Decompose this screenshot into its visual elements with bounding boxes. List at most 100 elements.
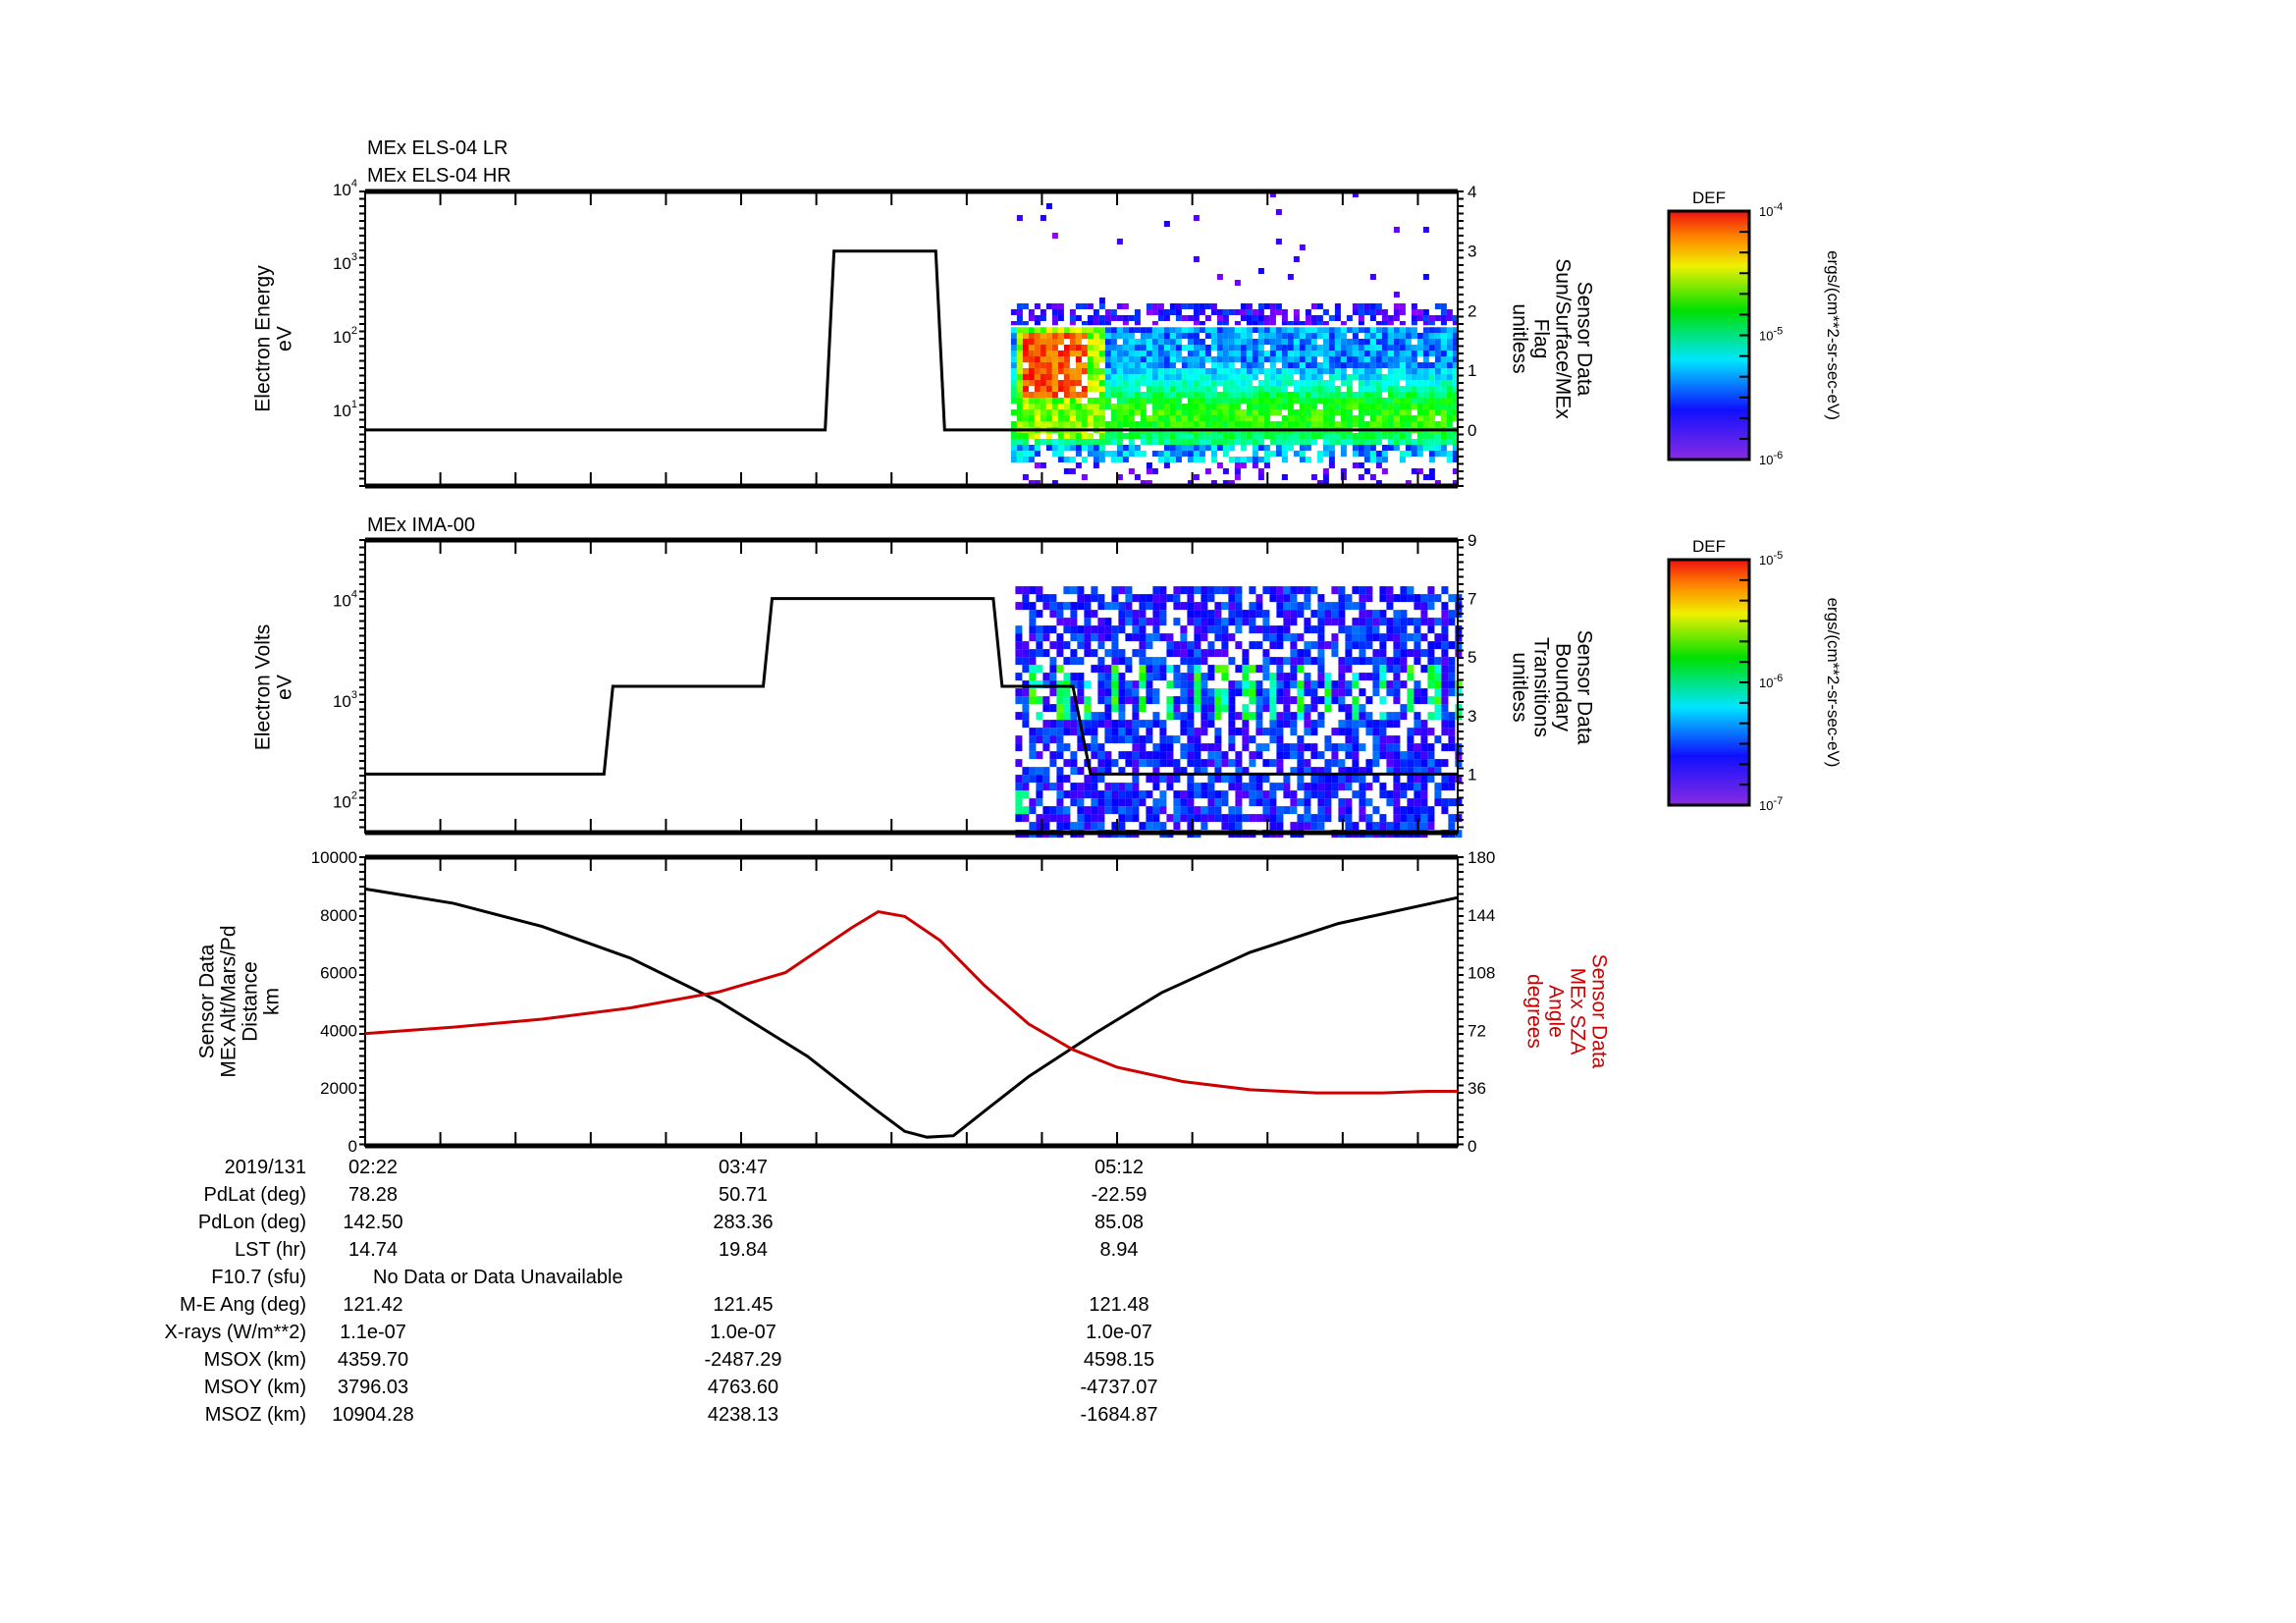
heatmap-cell	[1098, 415, 1105, 421]
heatmap-cell	[1287, 321, 1294, 327]
heatmap-cell	[1091, 728, 1098, 736]
heatmap-cell	[1181, 392, 1188, 398]
heatmap-cell	[1441, 720, 1449, 729]
heatmap-cell	[1393, 392, 1400, 398]
heatmap-cell	[1093, 386, 1099, 392]
heatmap-cell	[1393, 409, 1400, 415]
heatmap-cell	[1204, 409, 1211, 415]
heatmap-cell	[1234, 398, 1241, 404]
heatmap-cell	[1448, 665, 1456, 674]
heatmap-cell	[1446, 309, 1453, 315]
heatmap-cell	[1016, 439, 1023, 445]
heatmap-cell	[1204, 303, 1211, 309]
heatmap-cell	[1317, 783, 1325, 791]
heatmap-cell	[1375, 374, 1382, 380]
heatmap-cell	[1204, 392, 1211, 398]
heatmap-cell	[1051, 480, 1058, 486]
heatmap-cell	[1151, 321, 1158, 327]
heatmap-cell	[1116, 362, 1123, 368]
heatmap-cell	[1269, 398, 1276, 404]
heatmap-cell	[1118, 751, 1126, 760]
heatmap-cell	[1075, 380, 1082, 386]
heatmap-cell	[1097, 814, 1105, 823]
heatmap-cell	[1175, 433, 1182, 439]
heatmap-cell	[1091, 743, 1098, 752]
heatmap-cell	[1411, 451, 1417, 457]
heatmap-cell	[1322, 386, 1329, 392]
heatmap-cell	[1125, 665, 1133, 674]
heatmap-cell	[1187, 386, 1194, 392]
heatmap-cell	[1116, 239, 1123, 244]
heatmap-cell	[1187, 798, 1195, 807]
heatmap-cell	[1116, 398, 1123, 404]
heatmap-cell	[1290, 728, 1298, 736]
heatmap-cell	[1283, 602, 1291, 611]
heatmap-cell	[1146, 633, 1153, 642]
heatmap-cell	[1163, 351, 1170, 356]
heatmap-cell	[1255, 594, 1263, 603]
heatmap-cell	[1369, 339, 1376, 345]
heatmap-cell	[1056, 814, 1064, 823]
heatmap-cell	[1169, 380, 1176, 386]
heatmap-cell	[1063, 743, 1071, 752]
heatmap-cell	[1093, 345, 1099, 351]
heatmap-cell	[1290, 712, 1298, 721]
heatmap-cell	[1022, 356, 1029, 362]
colorbar	[1667, 209, 1751, 461]
heatmap-cell	[1369, 433, 1376, 439]
heatmap-cell	[1263, 409, 1270, 415]
heatmap-cell	[1281, 374, 1288, 380]
heatmap-cell	[1169, 303, 1176, 309]
heatmap-cell	[1084, 743, 1092, 752]
heatmap-cell	[1269, 735, 1277, 744]
heatmap-cell	[1084, 783, 1092, 791]
heatmap-cell	[1324, 688, 1332, 697]
heatmap-cell	[1045, 339, 1052, 345]
heatmap-cell	[1180, 806, 1188, 815]
heatmap-cell	[1049, 704, 1057, 713]
heatmap-cell	[1228, 356, 1235, 362]
heatmap-cell	[1042, 633, 1050, 642]
heatmap-cell	[1181, 433, 1188, 439]
heatmap-cell	[1414, 625, 1421, 634]
heatmap-cell	[1063, 404, 1070, 409]
heatmap-cell	[1187, 362, 1194, 368]
heatmap-cell	[1028, 356, 1035, 362]
heatmap-cell	[1104, 633, 1112, 642]
heatmap-cell	[1093, 404, 1099, 409]
heatmap-cell	[1411, 386, 1417, 392]
heatmap-cell	[1352, 421, 1359, 427]
y2-tick-label: 0	[1468, 1137, 1476, 1156]
heatmap-cell	[1365, 610, 1373, 619]
heatmap-cell	[1051, 451, 1058, 457]
heatmap-cell	[1070, 783, 1078, 791]
heatmap-cell	[1379, 790, 1387, 799]
heatmap-cell	[1157, 421, 1164, 427]
y2-tick-label: 180	[1468, 848, 1495, 867]
heatmap-cell	[1146, 392, 1152, 398]
heatmap-cell	[1104, 790, 1112, 799]
heatmap-cell	[1022, 457, 1029, 462]
heatmap-cell	[1304, 806, 1311, 815]
heatmap-cell	[1283, 625, 1291, 634]
heatmap-cell	[1240, 368, 1247, 374]
heatmap-cell	[1116, 421, 1123, 427]
colorbar-tick-label: 10-6	[1759, 673, 1783, 690]
heatmap-cell	[1262, 673, 1270, 681]
heatmap-cell	[1428, 409, 1435, 415]
heatmap-cell	[1139, 633, 1147, 642]
heatmap-cell	[1393, 404, 1400, 409]
heatmap-cell	[1276, 680, 1284, 689]
heatmap-cell	[1276, 822, 1284, 831]
heatmap-cell	[1097, 618, 1105, 626]
heatmap-cell	[1034, 386, 1041, 392]
heatmap-cell	[1340, 351, 1347, 356]
heatmap-cell	[1146, 468, 1152, 474]
heatmap-cell	[1352, 743, 1360, 752]
heatmap-cell	[1240, 333, 1247, 339]
heatmap-cell	[1440, 421, 1447, 427]
heatmap-cell	[1122, 415, 1129, 421]
heatmap-cell	[1386, 618, 1394, 626]
heatmap-cell	[1240, 433, 1247, 439]
